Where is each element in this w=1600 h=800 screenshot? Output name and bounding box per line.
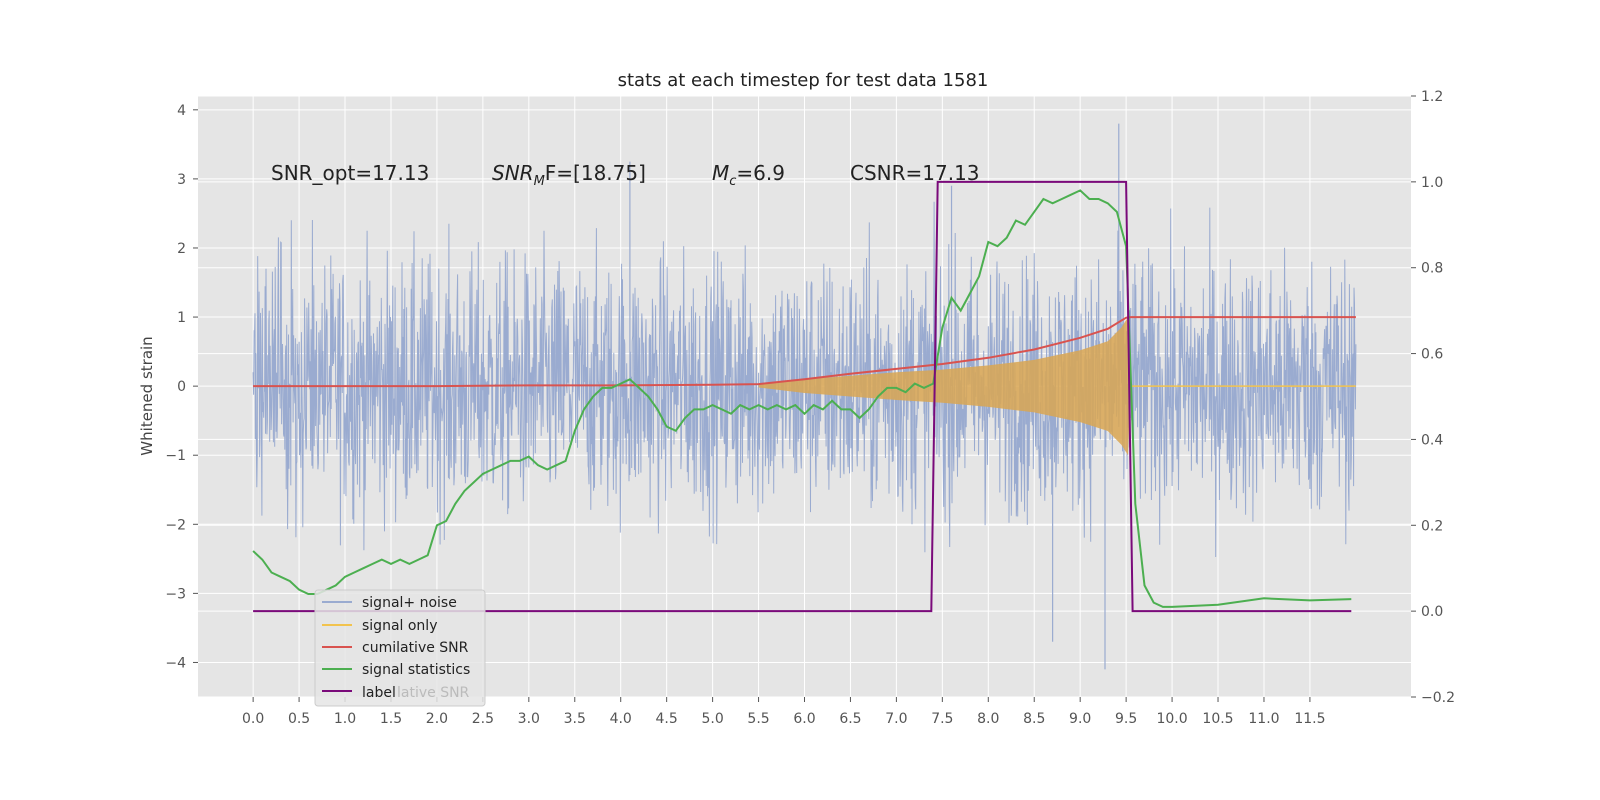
y-axis-label: Whitened strain xyxy=(138,336,156,455)
x-tick-label: 5.5 xyxy=(747,711,769,727)
x-tick-label: 6.0 xyxy=(793,711,815,727)
x-tick-label: 11.5 xyxy=(1294,711,1325,727)
legend-label-signal: signal only xyxy=(362,618,437,634)
annotations: SNR_opt=17.13 SNRMF=[18.75] Mc=6.9 CSNR=… xyxy=(271,161,980,189)
x-tick-label: 9.0 xyxy=(1069,711,1091,727)
x-tick-label: 4.5 xyxy=(656,711,678,727)
legend-label-statistics: signal statistics xyxy=(362,662,470,678)
signal-statistics-line xyxy=(252,189,1352,608)
legend-box xyxy=(314,589,486,707)
y-tick-label: 4 xyxy=(177,103,186,119)
y-tick-label: −1 xyxy=(165,448,186,464)
x-tick-label: 1.5 xyxy=(380,711,402,727)
x-tick-label: 2.5 xyxy=(472,711,494,727)
y2-tick-label: 0.0 xyxy=(1421,604,1443,620)
x-tick-label: 6.5 xyxy=(839,711,861,727)
x-tick-label: 8.5 xyxy=(1023,711,1045,727)
y-tick-label: −2 xyxy=(165,517,186,533)
y2-tick-label: −0.2 xyxy=(1421,690,1455,706)
legend-ghost-text: lative SNR xyxy=(397,685,470,701)
annotation-chirp-mass: Mc=6.9 xyxy=(712,161,785,189)
signal-only-fill xyxy=(758,317,1131,456)
x-tick-label: 0.5 xyxy=(288,711,310,727)
legend-label-label: label xyxy=(362,685,396,701)
y2-tick-label: 0.4 xyxy=(1421,432,1443,448)
x-tick-label: 3.5 xyxy=(564,711,586,727)
signal-only-series xyxy=(758,317,1356,456)
x-tick-label: 2.0 xyxy=(426,711,448,727)
annotation-snr-mf-sub: M xyxy=(534,174,545,189)
x-tick-label: 4.0 xyxy=(610,711,632,727)
x-tick-label: 0.0 xyxy=(242,711,264,727)
x-tick-label: 11.0 xyxy=(1248,711,1279,727)
x-tick-label: 9.5 xyxy=(1115,711,1137,727)
y2-tick-label: 1.2 xyxy=(1421,89,1443,105)
axes: 0.0 0.5 1.0 1.5 2.0 2.5 3.0 3.5 4.0 4.5 5.0 5.5 6.0 6… xyxy=(165,89,1455,727)
x-tick-label: 5.0 xyxy=(701,711,723,727)
annotation-snr-mf-snr: SNR xyxy=(492,161,534,185)
annotation-snr-opt: SNR_opt=17.13 xyxy=(271,161,429,185)
x-tick-label: 10.0 xyxy=(1156,711,1187,727)
annotation-snr-mf-value: F=[18.75] xyxy=(545,161,646,185)
y-tick-label: 0 xyxy=(177,379,186,395)
y-tick-label: −3 xyxy=(165,586,186,602)
y-tick-label: 3 xyxy=(177,172,186,188)
legend-label-cumulative: cumilative SNR xyxy=(362,640,469,656)
annotation-snr-mf: SNRMF=[18.75] xyxy=(492,161,646,189)
x-tick-label: 3.0 xyxy=(518,711,540,727)
y2-tick-label: 1.0 xyxy=(1421,175,1443,191)
legend: signal+ noise signal only cumilative SNR… xyxy=(314,589,486,707)
x-tick-label: 7.5 xyxy=(931,711,953,727)
y2-tick-label: 0.8 xyxy=(1421,261,1443,277)
signal-noise-line xyxy=(252,201,1357,558)
annotation-mc-value: =6.9 xyxy=(736,161,785,185)
annotation-mc-sub: c xyxy=(729,174,736,189)
label-line xyxy=(253,180,1352,613)
cumulative-snr-line xyxy=(253,316,1356,388)
line-series xyxy=(252,180,1356,613)
chart-title: stats at each timestep for test data 158… xyxy=(618,70,989,91)
x-tick-label: 7.0 xyxy=(885,711,907,727)
x-tick-label: 8.0 xyxy=(977,711,999,727)
annotation-csnr: CSNR=17.13 xyxy=(850,161,980,185)
y-tick-label: 1 xyxy=(177,310,186,326)
annotation-mc-symbol: M xyxy=(712,161,729,185)
y-tick-label: 2 xyxy=(177,241,186,257)
x-tick-label: 10.5 xyxy=(1202,711,1233,727)
y2-tick-label: 0.2 xyxy=(1421,518,1443,534)
x-tick-label: 1.0 xyxy=(334,711,356,727)
legend-label-noise: signal+ noise xyxy=(362,595,457,611)
y-tick-label: −4 xyxy=(165,655,186,671)
y2-tick-label: 0.6 xyxy=(1421,347,1443,363)
